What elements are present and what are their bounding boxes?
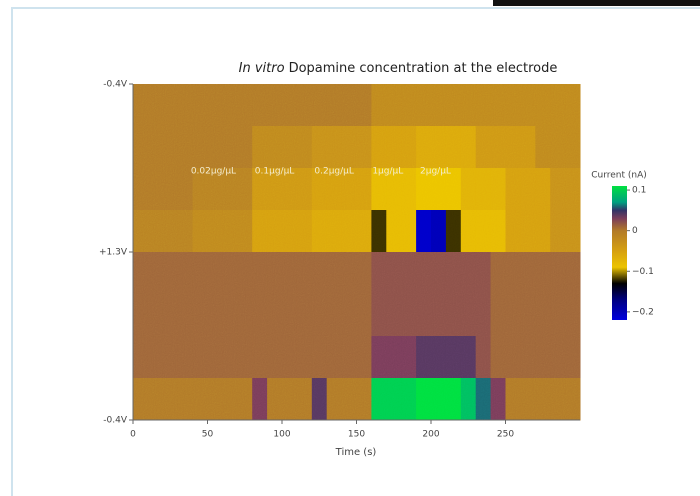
x-tick-label: 100 [273, 430, 290, 440]
colorbar-tick-label: −0.1 [632, 267, 654, 277]
x-tick-label: 200 [422, 430, 439, 440]
x-axis-label: Time (s) [335, 447, 377, 458]
noise-texture [133, 84, 580, 420]
x-tick-label: 0 [130, 430, 136, 440]
x-tick-label: 150 [348, 430, 365, 440]
annotation: 0.2µg/µL [314, 167, 354, 177]
x-tick-label: 250 [497, 430, 514, 440]
y-tick-label: -0.4V [103, 416, 128, 426]
top-bar [493, 0, 700, 6]
title-italic: In vitro [239, 61, 285, 76]
annotation: 2µg/µL [420, 167, 451, 177]
colorbar-tick-label: −0.2 [632, 307, 654, 317]
annotation: 1µg/µL [372, 167, 403, 177]
colorbar-title: Current (nA) [591, 171, 647, 181]
annotation: 0.02µg/µL [191, 167, 236, 177]
title-text: Dopamine concentration at the electrode [289, 61, 558, 76]
colorbar-tick-label: 0 [632, 226, 638, 236]
y-tick-label: +1.3V [99, 248, 128, 258]
annotation: 0.1µg/µL [255, 167, 295, 177]
y-tick-label: -0.4V [103, 80, 128, 90]
colorbar [612, 186, 627, 320]
colorbar-tick-label: 0.1 [632, 186, 646, 196]
x-tick-label: 50 [202, 430, 214, 440]
